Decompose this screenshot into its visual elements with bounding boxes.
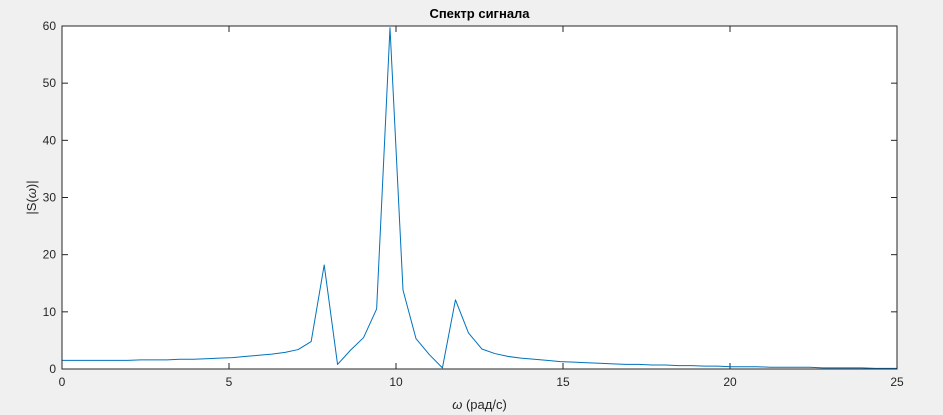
x-tick-label-5: 25 [890,375,904,389]
x-axis-label: ω (рад/с) [452,397,507,412]
y-axis-label-suffix: )| [24,180,39,188]
y-axis-label: |S(ω)| [24,180,39,214]
y-tick-label-6: 60 [43,19,57,33]
x-axis-label-text: (рад/с) [462,397,506,412]
axes-frame [61,25,898,370]
x-tick-label-3: 15 [556,375,570,389]
x-tick-label-2: 10 [389,375,403,389]
x-axis-ticks: 0 5 10 15 20 25 [59,26,904,389]
axes-background [62,26,897,369]
chart-title: Спектр сигнала [429,6,530,21]
y-tick-label-0: 0 [49,362,56,376]
x-axis-label-symbol: ω [452,397,462,412]
x-tick-label-0: 0 [59,375,66,389]
y-axis-label-prefix: |S( [24,198,39,215]
y-tick-label-3: 30 [43,191,57,205]
y-axis-label-symbol: ω [24,188,39,198]
spectrum-line [62,27,897,369]
y-tick-label-5: 50 [43,76,57,90]
x-tick-label-1: 5 [226,375,233,389]
x-tick-label-4: 20 [723,375,737,389]
y-tick-label-2: 20 [43,248,57,262]
y-tick-label-4: 40 [43,133,57,147]
y-tick-label-1: 10 [43,305,57,319]
